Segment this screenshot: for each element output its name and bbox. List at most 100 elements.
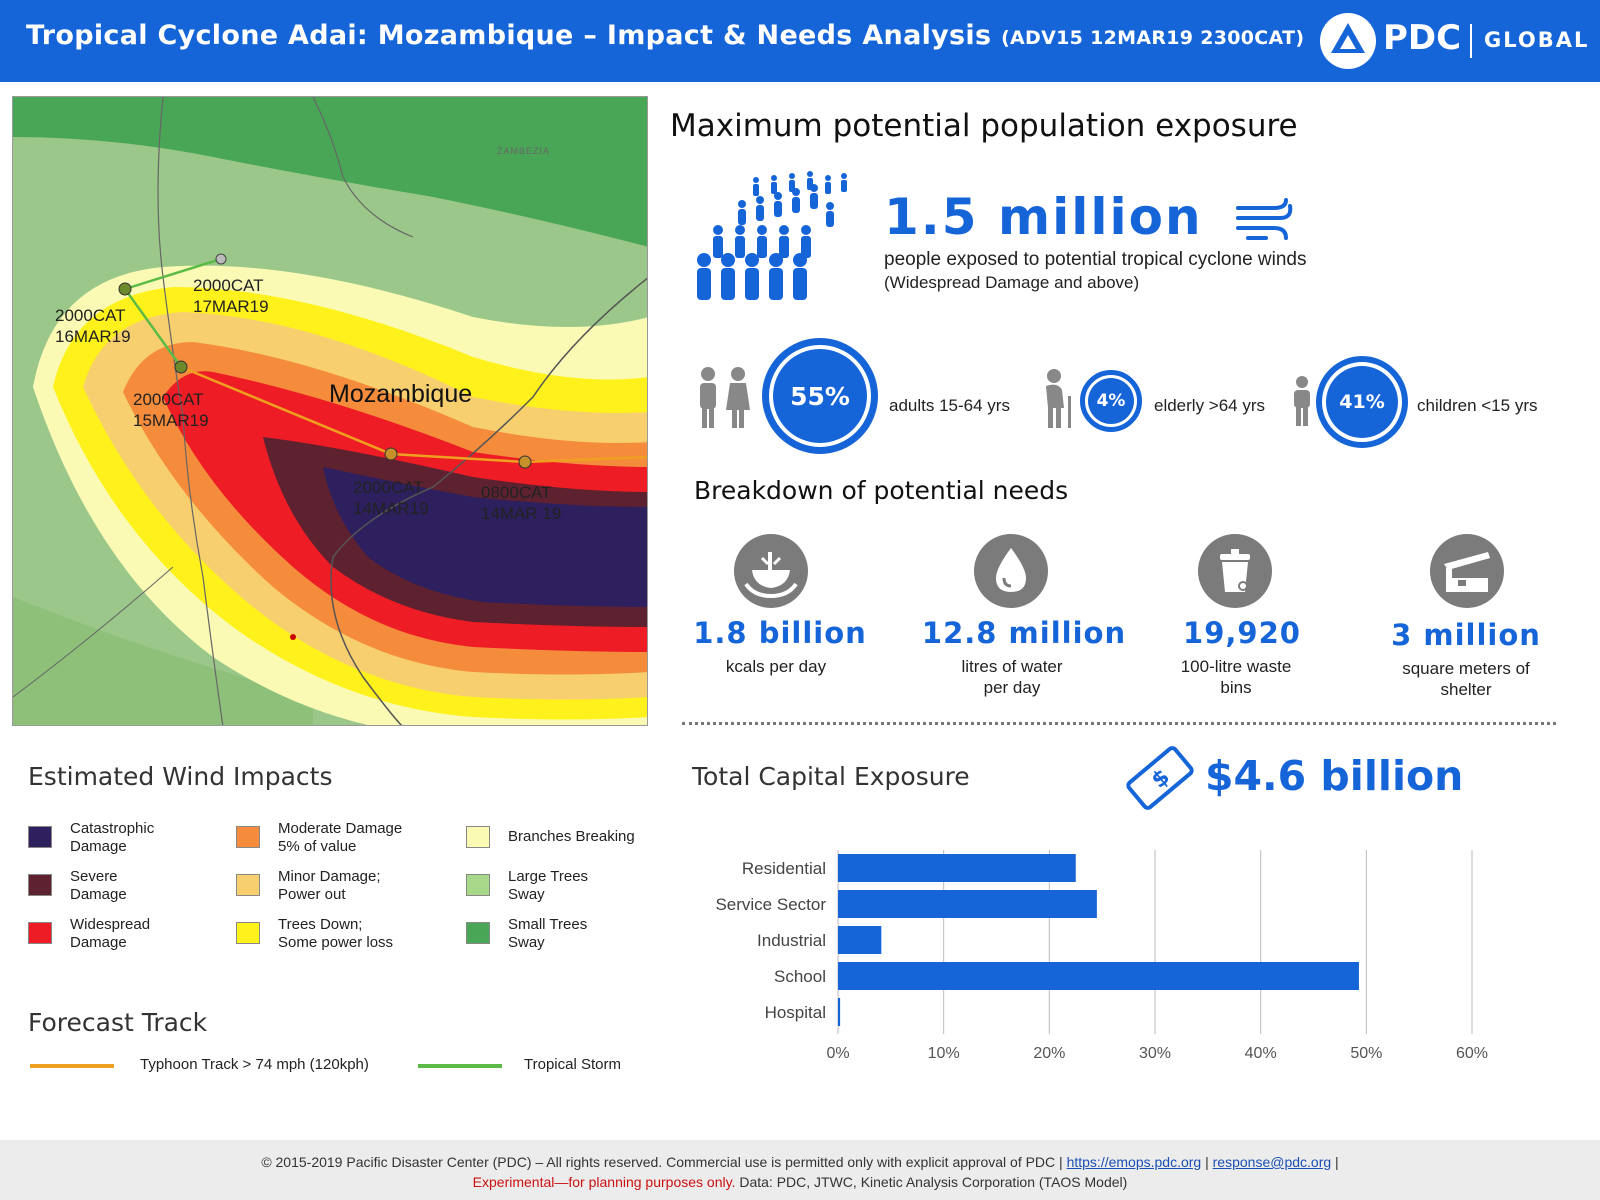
legend-swatch: [236, 922, 260, 944]
child-icon: [1290, 376, 1314, 431]
adults-icon: [694, 366, 754, 433]
map-region-label: ZAMBEZIA: [497, 146, 551, 156]
category-label: Industrial: [757, 931, 826, 950]
map-country-label: Mozambique: [329, 380, 473, 408]
food-icon: [734, 534, 808, 608]
elderly-icon: [1034, 368, 1076, 433]
legend-swatch: [236, 826, 260, 848]
x-tick-label: 0%: [826, 1045, 849, 1062]
footer-line-2: Experimental—for planning purposes only.…: [0, 1174, 1600, 1190]
x-tick-label: 50%: [1350, 1045, 1382, 1062]
cyclone-map: ZAMBEZIA Mozambique 2000CAT 17MAR19 2000…: [12, 96, 648, 726]
track-point-label: 2000CAT 17MAR19: [193, 276, 269, 316]
bar-hospital: [838, 998, 841, 1026]
header-bar: Tropical Cyclone Adai: Mozambique – Impa…: [0, 0, 1600, 82]
adults-percent: 55%: [773, 349, 867, 443]
pdc-logo-icon: [1320, 13, 1376, 69]
waste-bin-need-label: 100-litre waste bins: [1180, 657, 1292, 697]
legend-swatch: [466, 922, 490, 944]
experimental-notice: Experimental—for planning purposes only.: [472, 1174, 736, 1190]
category-label: Service Sector: [715, 895, 826, 914]
money-bill-icon: $: [1124, 742, 1196, 819]
footer: © 2015-2019 Pacific Disaster Center (PDC…: [0, 1140, 1600, 1200]
capital-exposure-value: $4.6 billion: [1205, 752, 1464, 800]
needs-title: Breakdown of potential needs: [694, 476, 1069, 505]
brand-suffix: GLOBAL: [1484, 28, 1590, 52]
legend-swatch: [236, 874, 260, 896]
elderly-label: elderly >64 yrs: [1154, 396, 1266, 415]
emops-link[interactable]: https://emops.pdc.org: [1066, 1154, 1202, 1170]
legend-label: Minor Damage; Power out: [278, 868, 381, 903]
tropical-storm-swatch: [418, 1064, 502, 1068]
population-exposure-title: Maximum potential population exposure: [670, 108, 1298, 144]
brand-divider: [1470, 24, 1472, 58]
wind-icon: [1234, 196, 1294, 249]
children-label: children <15 yrs: [1417, 396, 1538, 415]
capital-exposure-bar-chart: 0% 10% 20% 30% 40% 50% 60% Residential Service S…: [715, 850, 1488, 1062]
legend-swatch: [466, 826, 490, 848]
legend-label: Severe Damage: [70, 868, 127, 903]
food-need-value: 1.8 billion: [693, 616, 867, 650]
category-label: Hospital: [765, 1003, 826, 1022]
legend-label: Large Trees Sway: [508, 868, 589, 903]
legend-swatch: [28, 874, 52, 896]
legend-swatch: [466, 874, 490, 896]
water-need-label: litres of water per day: [961, 657, 1063, 697]
category-label: School: [774, 967, 826, 986]
legend-label: Moderate Damage 5% of value: [278, 820, 403, 855]
population-exposed-value: 1.5 million: [884, 188, 1203, 246]
x-tick-label: 10%: [928, 1045, 960, 1062]
shelter-icon: [1430, 534, 1504, 608]
adults-percent-circle: 55%: [762, 338, 878, 454]
shelter-need-value: 3 million: [1391, 618, 1541, 652]
track-point-label: 2000CAT 14MAR19: [353, 478, 429, 518]
children-percent: 41%: [1326, 366, 1398, 438]
footer-line-1: © 2015-2019 Pacific Disaster Center (PDC…: [261, 1154, 1339, 1170]
adults-label: adults 15-64 yrs: [889, 396, 1010, 415]
forecast-track-title: Forecast Track: [28, 1008, 208, 1037]
population-note: (Widespread Damage and above): [884, 273, 1140, 292]
wind-swath-svg: [13, 97, 647, 725]
typhoon-track-label: Typhoon Track > 74 mph (120kph): [140, 1056, 369, 1073]
elderly-percent-circle: 4%: [1080, 370, 1142, 432]
tropical-storm-label: Tropical Storm: [524, 1056, 621, 1073]
x-tick-label: 40%: [1245, 1045, 1277, 1062]
page-title: Tropical Cyclone Adai: Mozambique – Impa…: [26, 20, 1304, 51]
x-tick-label: 20%: [1033, 1045, 1065, 1062]
legend-swatch: [28, 826, 52, 848]
brand-name: PDC: [1383, 18, 1462, 58]
legend-swatch: [28, 922, 52, 944]
title-text: Tropical Cyclone Adai: Mozambique – Impa…: [26, 20, 992, 51]
capital-exposure-title: Total Capital Exposure: [692, 762, 970, 791]
water-need-value: 12.8 million: [921, 616, 1127, 650]
bar-industrial: [838, 926, 882, 954]
track-point-label: 2000CAT 16MAR19: [55, 306, 131, 346]
bar-school: [838, 962, 1359, 990]
bar-residential: [838, 854, 1076, 882]
legend-label: Widespread Damage: [70, 916, 151, 951]
track-point-label: 0800CAT 14MAR 19: [481, 483, 562, 523]
legend-label: Catastrophic Damage: [70, 820, 155, 855]
elderly-percent: 4%: [1088, 378, 1134, 424]
waste-bin-need-value: 19,920: [1183, 616, 1301, 650]
water-drop-icon: [974, 534, 1048, 608]
track-point-label: 2000CAT 15MAR19: [133, 390, 209, 430]
legend-label: Trees Down; Some power loss: [278, 916, 394, 951]
legend-label: Branches Breaking: [508, 828, 635, 845]
food-need-label: kcals per day: [725, 657, 827, 676]
wind-impacts-legend-title: Estimated Wind Impacts: [28, 762, 333, 791]
children-percent-circle: 41%: [1316, 356, 1408, 448]
section-divider: [682, 722, 1556, 725]
bar-service-sector: [838, 890, 1097, 918]
crowd-icon: [694, 170, 858, 305]
category-label: Residential: [742, 859, 826, 878]
x-tick-label: 60%: [1456, 1045, 1488, 1062]
advisory-subtitle: (ADV15 12MAR19 2300CAT): [1001, 27, 1305, 49]
population-description: people exposed to potential tropical cyc…: [884, 249, 1307, 270]
waste-bin-icon: [1198, 534, 1272, 608]
email-link[interactable]: response@pdc.org: [1212, 1154, 1332, 1170]
copyright-text: © 2015-2019 Pacific Disaster Center (PDC…: [261, 1154, 1056, 1170]
shelter-need-label: square meters of shelter: [1402, 659, 1530, 699]
data-sources: Data: PDC, JTWC, Kinetic Analysis Corpor…: [739, 1174, 1128, 1190]
